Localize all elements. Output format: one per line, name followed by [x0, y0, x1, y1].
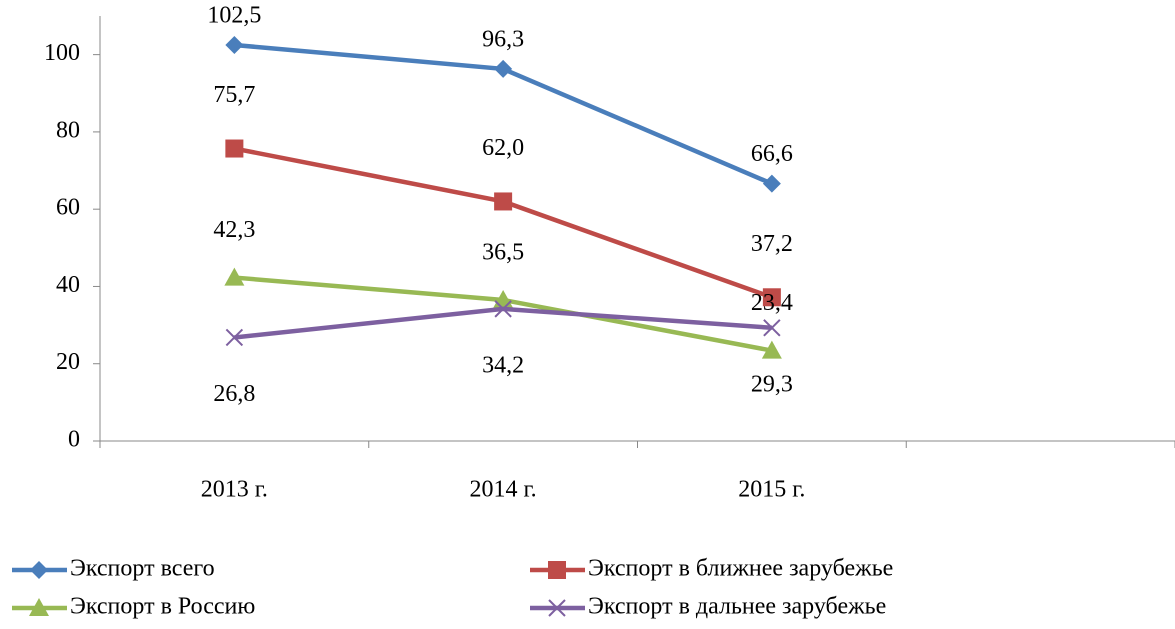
legend-label: Экспорт в дальнее зарубежье	[588, 594, 886, 620]
y-tick-label: 60	[56, 195, 80, 221]
data-label: 29,3	[751, 371, 793, 397]
data-label: 102,5	[207, 2, 261, 28]
data-point	[225, 35, 244, 54]
legend-label: Экспорт в Россию	[70, 594, 255, 620]
data-point	[494, 300, 512, 318]
y-tick-label: 100	[44, 40, 80, 66]
legend-label: Экспорт в ближнее зарубежье	[588, 556, 893, 582]
y-tick-label: 40	[56, 272, 80, 298]
data-label: 66,6	[751, 141, 793, 167]
y-tick-label: 0	[68, 427, 80, 453]
data-label: 26,8	[213, 381, 255, 407]
series-line	[234, 275, 773, 353]
data-point	[494, 59, 513, 78]
data-label: 62,0	[482, 135, 524, 161]
data-label: 75,7	[213, 82, 255, 108]
data-point	[225, 139, 244, 158]
data-point	[225, 328, 244, 347]
data-label: 23,4	[751, 290, 793, 316]
legend-marker	[29, 598, 49, 616]
data-label: 96,3	[482, 26, 524, 52]
data-point	[761, 340, 782, 359]
data-label: 34,2	[482, 352, 524, 378]
y-tick-label: 80	[56, 117, 80, 143]
legend-label: Экспорт всего	[70, 556, 215, 582]
data-label: 42,3	[213, 217, 255, 243]
legend-marker	[548, 599, 566, 617]
legend-marker	[30, 561, 48, 579]
data-point	[224, 267, 245, 286]
y-tick-label: 20	[56, 349, 80, 375]
data-point	[762, 288, 781, 307]
x-tick-label: 2014 г.	[470, 477, 537, 503]
series-line	[233, 146, 773, 300]
data-label: 36,5	[482, 239, 524, 265]
x-tick-label: 2015 г.	[738, 477, 805, 503]
legend-marker	[548, 561, 566, 579]
data-point	[494, 192, 513, 211]
x-tick-label: 2013 г.	[201, 477, 268, 503]
data-label: 37,2	[751, 231, 793, 257]
data-point	[762, 174, 781, 193]
data-point	[763, 319, 781, 337]
